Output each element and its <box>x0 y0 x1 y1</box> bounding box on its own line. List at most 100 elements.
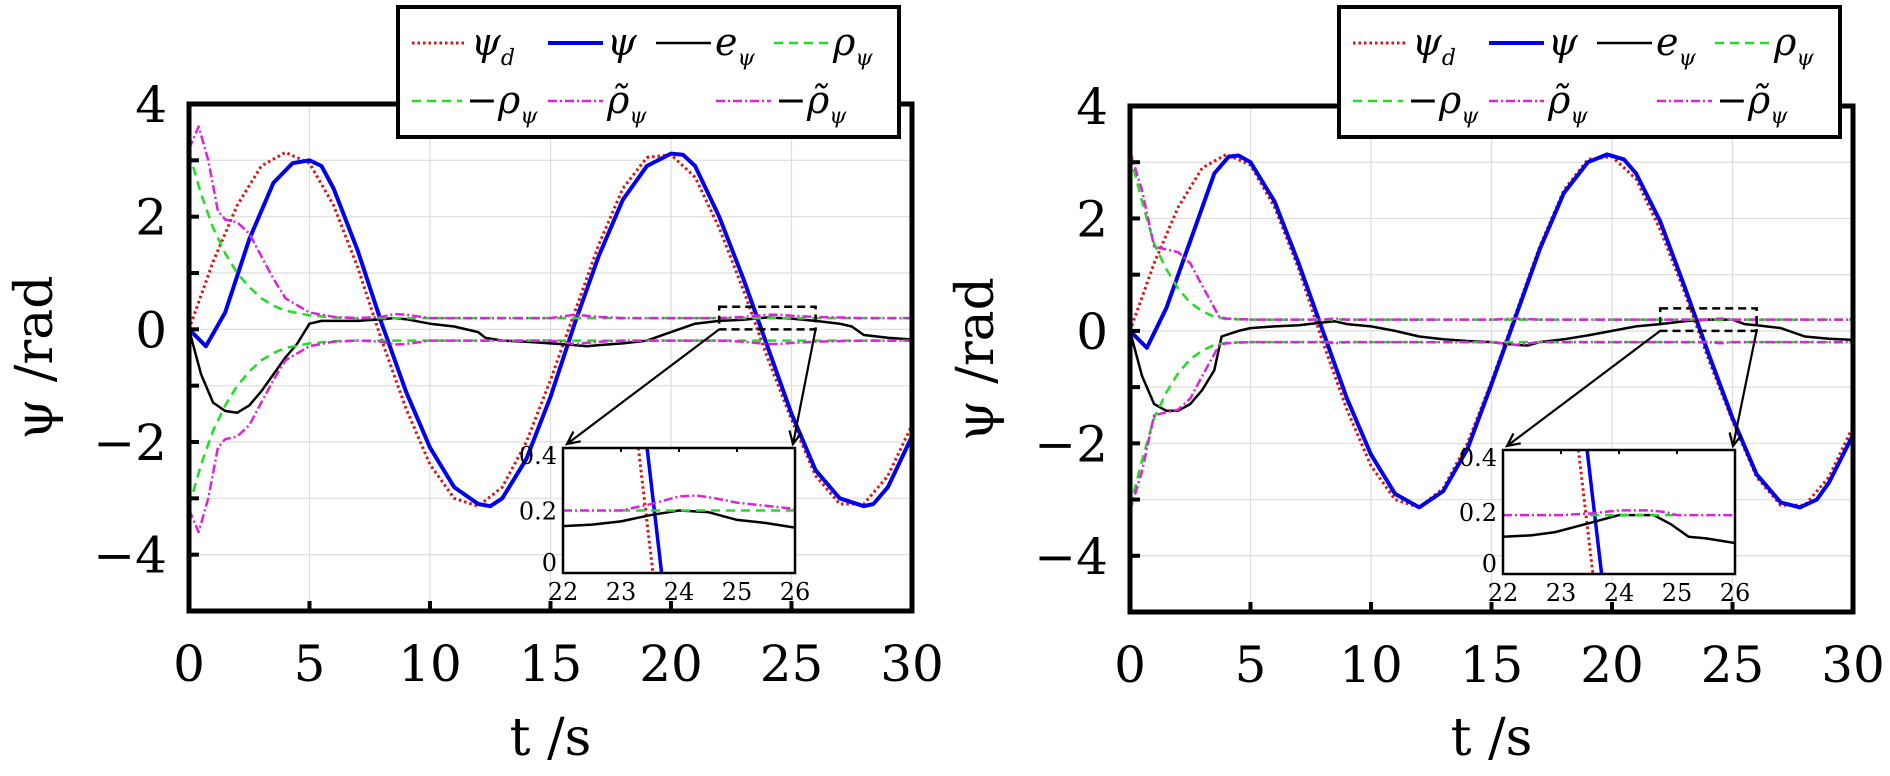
inset-series-psi-d <box>636 448 655 573</box>
inset-series-e-psi <box>563 509 795 529</box>
inset-series-group <box>1503 450 1735 574</box>
y-tick-label: −4 <box>93 527 167 585</box>
legend-subscript: ψ <box>1570 104 1588 129</box>
zoom-arrow <box>1731 330 1758 447</box>
legend-symbol: ρ <box>832 20 856 64</box>
inset-axes: 22 23 24 25 26 0 0.2 0.4 <box>1459 444 1750 607</box>
legend-item: ψ <box>548 20 638 64</box>
legend-item: ψd <box>412 20 515 71</box>
legend-subscript: ψ <box>520 104 538 129</box>
y-tick-label: −2 <box>93 414 167 472</box>
legend-prefix: − <box>466 78 498 122</box>
legend-symbol: ψ <box>471 20 502 64</box>
legend-subscript: ψ <box>829 104 847 129</box>
x-tick-label: 30 <box>1821 636 1885 694</box>
legend-label: ψd <box>1412 20 1456 71</box>
inset-series-group <box>563 448 795 573</box>
legend-symbol: ρ <box>497 78 521 122</box>
legend-prefix: − <box>1716 78 1748 122</box>
series-neg-rho-tilde-psi <box>189 339 912 534</box>
inset-x-tick-label: 23 <box>606 578 637 606</box>
arrow-head <box>564 431 581 446</box>
x-tick-label: 0 <box>173 635 205 693</box>
legend-item: −ρψ <box>1353 78 1479 129</box>
legend-symbol: e <box>715 20 738 64</box>
inset-x-tick-label: 22 <box>548 578 579 606</box>
inset-x-tick-label: 23 <box>1546 579 1577 607</box>
inset-x-tick-label: 22 <box>1488 579 1519 607</box>
legend-prefix: − <box>775 78 807 122</box>
legend-label: ρψ <box>832 20 873 71</box>
legend-label: ψd <box>471 20 515 71</box>
inset-background <box>1503 450 1735 574</box>
x-tick-label: 5 <box>1235 636 1267 694</box>
inset-x-tick-label: 24 <box>1604 579 1635 607</box>
series-rho-tilde-psi <box>189 125 912 320</box>
y-axis-label: ψ /rad <box>946 277 1006 441</box>
y-axis-label: ψ /rad <box>5 276 65 440</box>
legend-label: −ρψ <box>1407 78 1479 129</box>
legend-item: ψ <box>1489 20 1579 64</box>
legend-subscript: ψ <box>1796 46 1814 71</box>
legend-subscript: ψ <box>1770 104 1788 129</box>
x-tick-label: 5 <box>294 635 326 693</box>
legend-item: ρψ <box>1715 20 1814 71</box>
legend-symbol: ρ̃ <box>806 78 830 122</box>
legend-symbol: ρ <box>1773 20 1797 64</box>
inset-y-tick-label: 0.4 <box>519 442 557 470</box>
legend-box <box>396 5 901 139</box>
legend-symbol: ρ̃ <box>1747 78 1771 122</box>
zoom-arrow <box>566 328 720 445</box>
series-psi <box>189 151 912 509</box>
x-tick-label: 15 <box>1460 636 1524 694</box>
legend-subscript: ψ <box>738 46 756 71</box>
x-tick-label: 10 <box>1339 636 1403 694</box>
legend-symbol: ρ̃ <box>606 78 630 122</box>
legend-label: ρψ <box>1773 20 1814 71</box>
x-tick-label: 25 <box>1701 636 1765 694</box>
legend: ψd ψ eψ ρψ−ρψ ρ̃ψ −ρ̃ψ <box>396 5 901 139</box>
legend-item: −ρ̃ψ <box>716 78 847 129</box>
inset-x-tick-label: 25 <box>1662 579 1693 607</box>
x-tick-label: 25 <box>760 635 824 693</box>
series-group <box>1130 150 1853 512</box>
zoom-region-box <box>717 305 817 331</box>
arrow-head <box>788 430 803 447</box>
legend-symbol: e <box>1656 20 1679 64</box>
x-tick-label: 0 <box>1114 636 1146 694</box>
inset-series-rho-tilde-psi <box>563 494 795 512</box>
legend-item: ψd <box>1353 20 1456 71</box>
legend-item: ρ̃ψ <box>548 78 647 129</box>
legend-subscript: ψ <box>1679 46 1697 71</box>
y-tick-label: 0 <box>1076 303 1108 361</box>
legend-subscript: ψ <box>629 104 647 129</box>
legend-label: eψ <box>715 20 756 71</box>
inset-x-tick-label: 24 <box>664 578 695 606</box>
zoom-region-box <box>1658 307 1758 333</box>
series-psi-d <box>189 150 912 508</box>
legend-label: −ρ̃ψ <box>1716 78 1788 129</box>
inset-y-tick-label: 0.2 <box>1459 499 1497 527</box>
zoom-arrow <box>791 329 817 445</box>
legend-label: −ρ̃ψ <box>775 78 847 129</box>
grid <box>188 103 913 612</box>
legend-item: eψ <box>1597 20 1697 71</box>
inset-axes: 22 23 24 25 26 0 0.2 0.4 <box>519 442 810 606</box>
x-axis-label: t /s <box>1451 708 1533 768</box>
y-tick-label: −2 <box>1034 415 1108 473</box>
y-tick-label: 2 <box>135 189 167 247</box>
series-e-psi <box>1130 318 1853 412</box>
inset-x-tick-label: 26 <box>1720 579 1751 607</box>
x-tick-label: 20 <box>1580 636 1644 694</box>
legend-subscript: ψ <box>1461 104 1479 129</box>
series-neg-rho-tilde-psi <box>1130 340 1853 512</box>
y-tick-label: 2 <box>1076 190 1108 248</box>
x-axis-label: t /s <box>510 708 592 768</box>
grid <box>1129 105 1854 613</box>
legend-item: −ρψ <box>412 78 538 129</box>
legend-subscript: d <box>1442 46 1456 71</box>
legend-item: ρψ <box>774 20 873 71</box>
